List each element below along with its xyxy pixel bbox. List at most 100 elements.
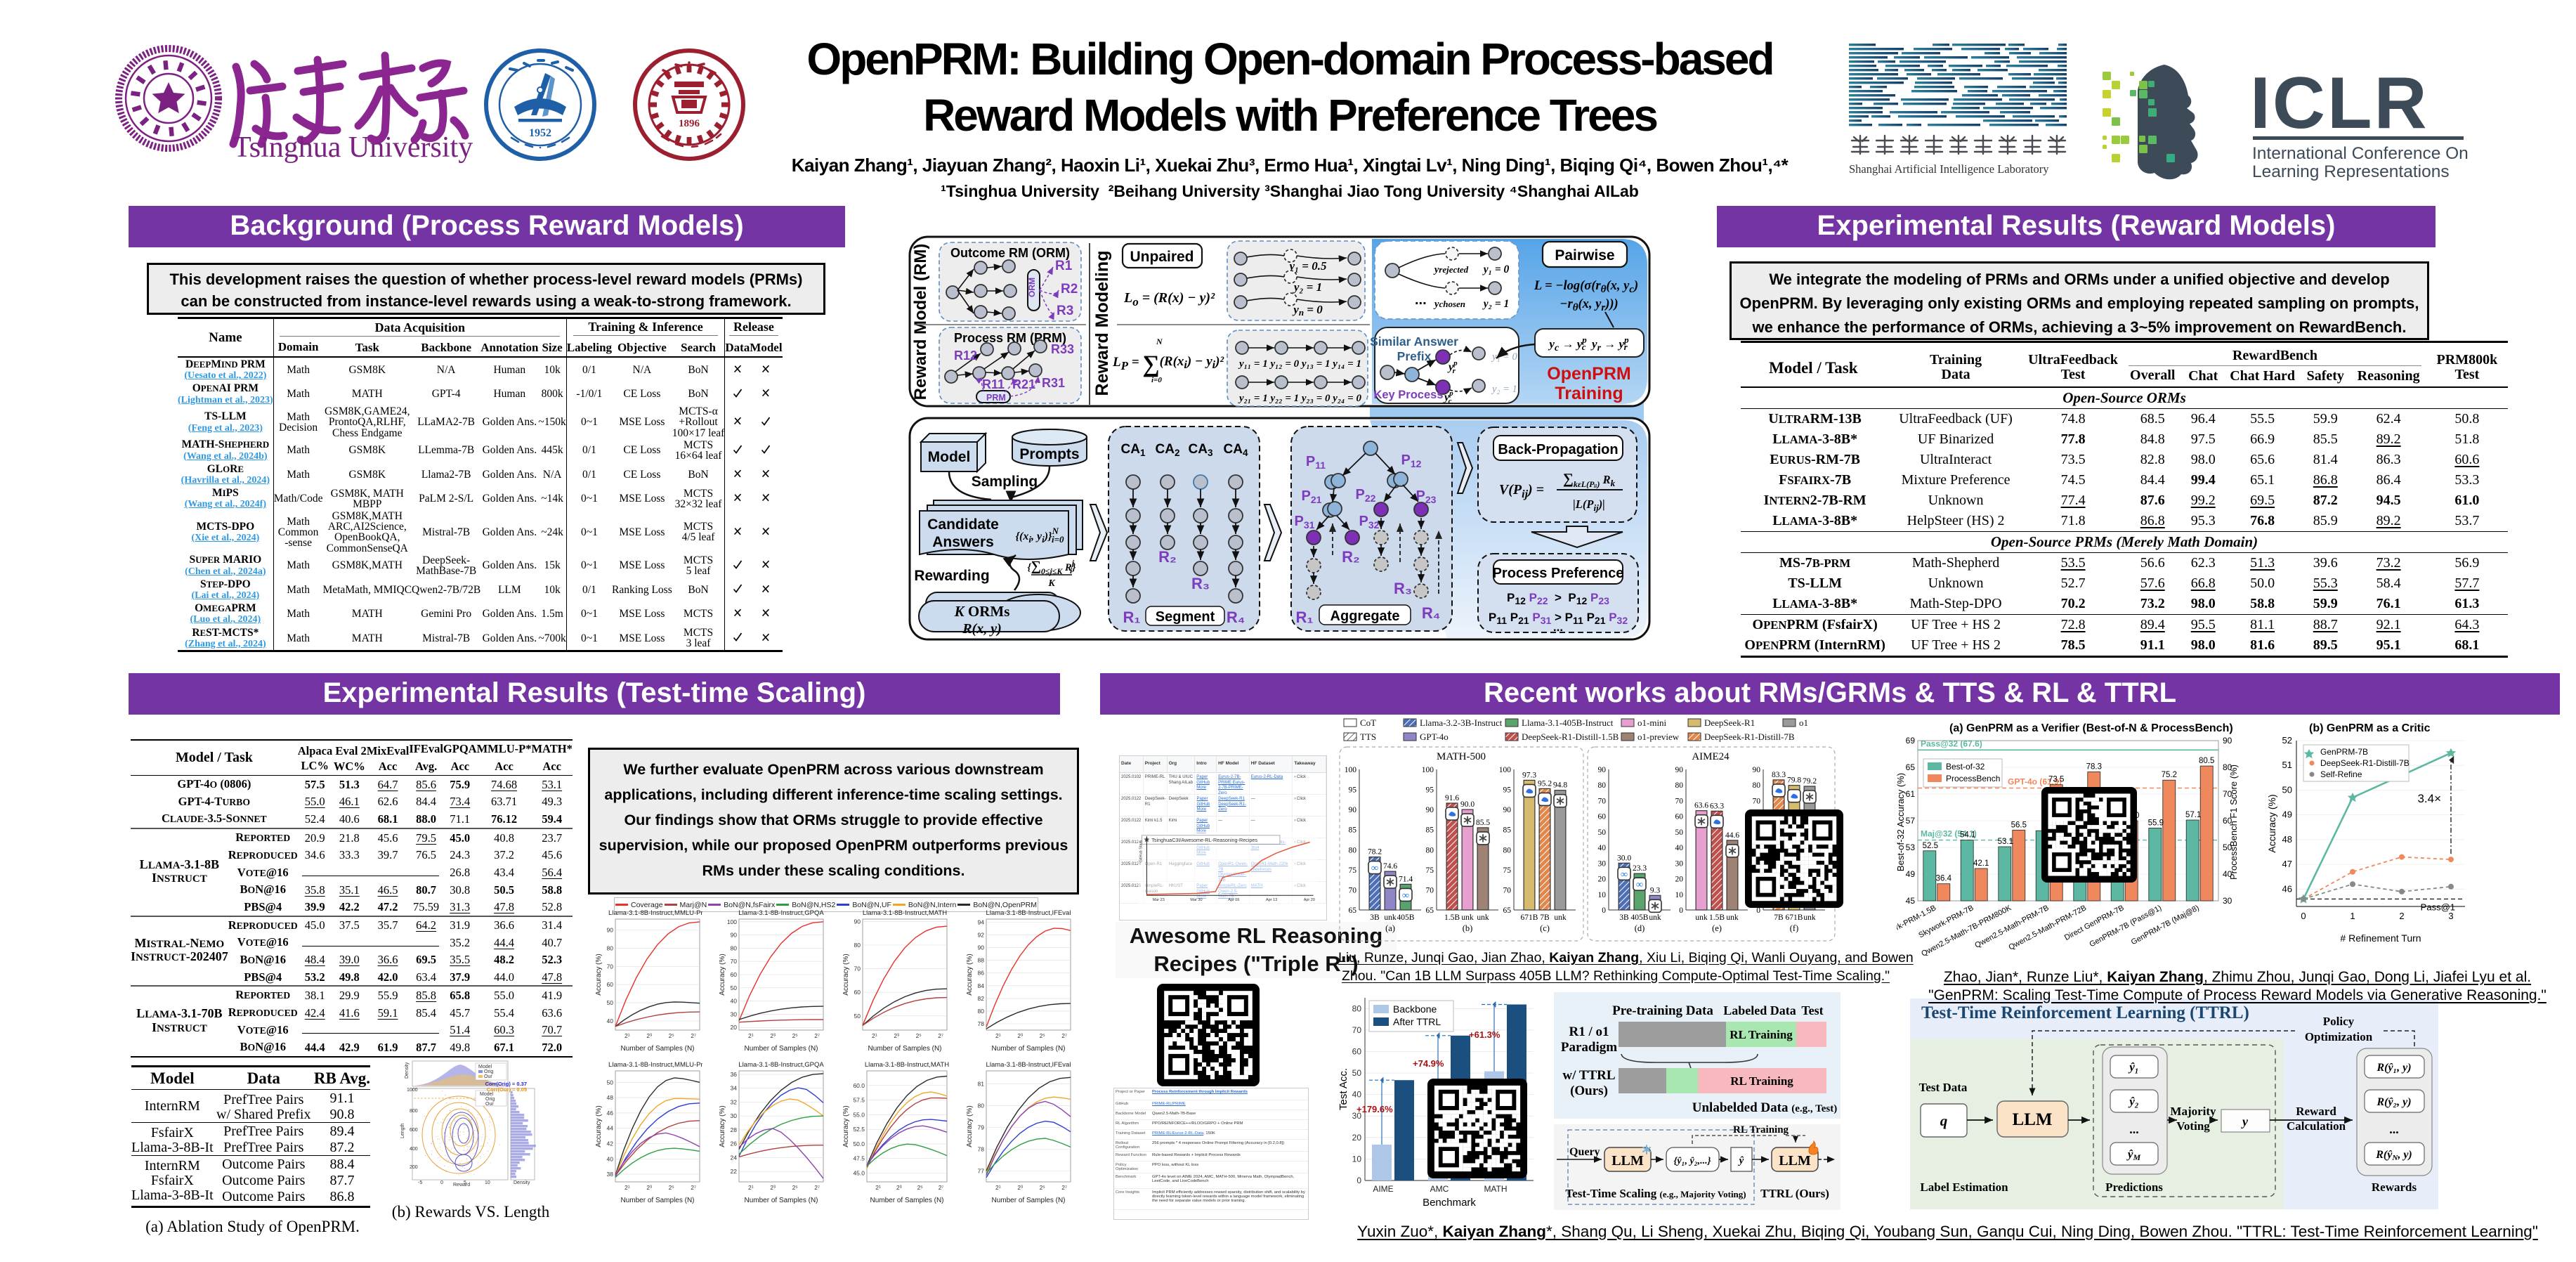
svg-text:y₁₁ = 1 y₁₂ = 0 y₁₃ = 1 y₁₄ =: y₁₁ = 1 y₁₂ = 0 y₁₃ = 1 y₁₄ = 1 <box>1238 358 1361 370</box>
svg-text:70: 70 <box>607 963 614 970</box>
svg-text:1: 1 <box>2350 911 2355 921</box>
svg-text:∑kεL(Pᵢᵢ) Rk: ∑kεL(Pᵢᵢ) Rk <box>1563 470 1616 489</box>
svg-text:DeepSeek-R1: DeepSeek-R1 <box>1704 717 1755 728</box>
svg-text:Rewards: Rewards <box>2372 1180 2417 1194</box>
svg-text:44.6: 44.6 <box>1725 831 1739 840</box>
svg-text:2³: 2³ <box>894 1032 899 1039</box>
svg-text:unk: unk <box>1554 913 1567 922</box>
svg-text:2⁵: 2⁵ <box>792 1184 798 1191</box>
svg-text:2³: 2³ <box>770 1184 776 1191</box>
svg-text:...: ... <box>2389 1122 2399 1136</box>
svg-text:Number of Samples (N): Number of Samples (N) <box>620 1045 694 1053</box>
svg-text:R₂: R₂ <box>1158 548 1177 566</box>
svg-text:55.0: 55.0 <box>853 1111 865 1118</box>
svg-text:+74.9%: +74.9% <box>1413 1058 1444 1069</box>
svg-text:47: 47 <box>2282 859 2292 869</box>
svg-text:80: 80 <box>1675 781 1684 790</box>
svg-text:70: 70 <box>1426 886 1434 895</box>
svg-text:52.5: 52.5 <box>853 1126 865 1133</box>
svg-text:60: 60 <box>607 981 614 988</box>
svg-text:86: 86 <box>978 970 985 977</box>
svg-text:Paradigm: Paradigm <box>1561 1040 1617 1055</box>
svg-text:Accuracy (%): Accuracy (%) <box>719 954 726 995</box>
svg-text:90: 90 <box>854 918 861 925</box>
svg-text:70: 70 <box>1349 886 1357 895</box>
svg-text:80: 80 <box>1349 846 1357 854</box>
svg-text:80: 80 <box>1352 1003 1362 1013</box>
svg-text:Llama-3.1-8B-Instruct,IFEval: Llama-3.1-8B-Instruct,IFEval <box>986 909 1071 917</box>
svg-text:80: 80 <box>607 944 614 951</box>
svg-text:100: 100 <box>727 918 737 925</box>
svg-text:85: 85 <box>1349 826 1357 835</box>
svg-text:Llama-3.1-8B-Instruct,GPQA: Llama-3.1-8B-Instruct,GPQA <box>738 1061 824 1069</box>
svg-text:Prompts: Prompts <box>1019 446 1079 462</box>
svg-text:TsinghuaC3I/Awesome-RL-Reasoni: TsinghuaC3I/Awesome-RL-Reasoning-Recipes <box>1151 837 1257 843</box>
svg-text:Test-Time Reinforcement Learni: Test-Time Reinforcement Learning (TTRL) <box>1921 1003 2249 1022</box>
svg-text:P12 P22 > P12 P23: P12 P22 > P12 P23 <box>1507 591 1609 606</box>
svg-text:Corr(Our) = 0.05: Corr(Our) = 0.05 <box>487 1086 527 1093</box>
svg-text:90: 90 <box>2223 736 2232 746</box>
svg-text:Maj@32 (54.1): Maj@32 (54.1) <box>1921 829 1977 839</box>
svg-text:Shanghai Artificial Intelligen: Shanghai Artificial Intelligence Laborat… <box>1849 162 2049 176</box>
svg-text:5: 5 <box>464 1180 466 1185</box>
svg-text:80: 80 <box>1753 781 1761 790</box>
svg-text:CA4: CA4 <box>1224 442 1248 458</box>
svg-text:90: 90 <box>1426 806 1434 814</box>
svg-text:100: 100 <box>1345 766 1357 774</box>
svg-text:44: 44 <box>607 1125 614 1132</box>
svg-text:LLM: LLM <box>1611 1153 1644 1169</box>
svg-text:2⁵: 2⁵ <box>669 1032 674 1039</box>
svg-text:77: 77 <box>978 1168 985 1175</box>
svg-text:97.3: 97.3 <box>1522 771 1536 779</box>
svg-text:60: 60 <box>2223 816 2232 826</box>
svg-text:Best-of-32 Accuracy (%): Best-of-32 Accuracy (%) <box>1897 773 1906 871</box>
svg-text:Test Data: Test Data <box>1919 1081 1968 1094</box>
svg-text:N: N <box>1156 337 1163 346</box>
svg-text:2⁷: 2⁷ <box>691 1032 696 1039</box>
svg-text:Accuracy (%): Accuracy (%) <box>967 1105 974 1147</box>
svg-text:(Ours): (Ours) <box>1570 1084 1608 1098</box>
svg-text:R₃: R₃ <box>1191 575 1210 592</box>
svg-text:Accuracy (%): Accuracy (%) <box>2266 794 2277 852</box>
svg-text:Llama-3.1-8B-Instruct,MMLU-Pro: Llama-3.1-8B-Instruct,MMLU-Pro <box>608 909 702 917</box>
svg-text:V(Pij) =: V(Pij) = <box>1499 482 1544 500</box>
svg-text:30: 30 <box>731 1112 738 1119</box>
svg-text:20: 20 <box>731 1024 738 1031</box>
svg-text:94.8: 94.8 <box>1553 781 1567 790</box>
svg-text:Corr(Orig) = 0.37: Corr(Orig) = 0.37 <box>485 1081 527 1087</box>
svg-text:79.8: 79.8 <box>1787 776 1801 785</box>
svg-text:60: 60 <box>1598 813 1607 821</box>
svg-text:90: 90 <box>1349 806 1357 814</box>
svg-text:88: 88 <box>978 957 985 964</box>
svg-text:TTRL (Ours): TTRL (Ours) <box>1760 1187 1829 1200</box>
svg-text:30: 30 <box>1598 859 1607 868</box>
svg-text:20: 20 <box>1675 876 1684 884</box>
svg-text:ORM: ORM <box>1027 278 1037 297</box>
svg-text:+179.6%: +179.6% <box>1356 1104 1393 1114</box>
svg-text:90.0: 90.0 <box>1460 800 1475 809</box>
svg-text:75: 75 <box>1426 866 1434 875</box>
svg-text:52.5: 52.5 <box>1923 842 1938 850</box>
svg-text:Label Estimation: Label Estimation <box>1920 1180 2008 1194</box>
svg-text:95.2: 95.2 <box>1538 779 1552 788</box>
svg-text:Apr 20: Apr 20 <box>1304 898 1315 902</box>
svg-text:Learning Representations: Learning Representations <box>2252 162 2450 181</box>
svg-text:80: 80 <box>978 1102 985 1110</box>
svg-text:R₄: R₄ <box>1227 609 1245 626</box>
svg-text:60: 60 <box>1675 813 1684 821</box>
svg-text:R1: R1 <box>1055 259 1073 273</box>
svg-text:2¹: 2¹ <box>872 1032 877 1039</box>
svg-text:Skywork-PRM-1.5B: Skywork-PRM-1.5B <box>1897 904 1937 943</box>
svg-text:TTS: TTS <box>1360 731 1376 742</box>
svg-text:20: 20 <box>1352 1133 1362 1143</box>
svg-text:Process RM (PRM): Process RM (PRM) <box>954 331 1066 345</box>
svg-text:65: 65 <box>1906 762 1916 772</box>
svg-text:Labeled Data: Labeled Data <box>1723 1003 1796 1017</box>
svg-text:R33: R33 <box>1051 342 1074 356</box>
svg-text:2⁷: 2⁷ <box>1061 1032 1067 1039</box>
svg-text:28: 28 <box>731 1126 738 1133</box>
svg-text:DeepSeek-R1-Distill-7B: DeepSeek-R1-Distill-7B <box>2320 758 2410 768</box>
svg-text:Llama-3.1-405B-Instruct: Llama-3.1-405B-Instruct <box>1522 717 1614 728</box>
svg-text:90: 90 <box>1503 806 1512 814</box>
svg-text:75: 75 <box>1349 866 1357 875</box>
